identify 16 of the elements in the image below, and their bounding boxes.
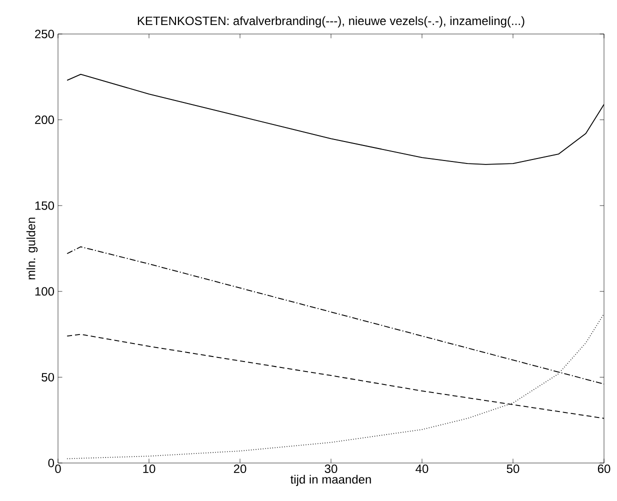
x-tick-label: 40 xyxy=(416,464,428,474)
x-tick-label: 60 xyxy=(598,464,610,474)
y-tick-label: 100 xyxy=(35,287,54,296)
y-tick-label: 0 xyxy=(48,458,54,468)
y-tick-label: 200 xyxy=(35,116,54,124)
x-axis-title: tijd in maanden xyxy=(290,474,371,486)
y-tick-label: 250 xyxy=(35,30,54,38)
x-tick-label: 20 xyxy=(234,464,246,474)
x-tick-label: 0 xyxy=(55,464,61,474)
y-tick-label: 150 xyxy=(35,201,54,210)
x-tick-label: 50 xyxy=(506,464,520,474)
x-tick-label: 10 xyxy=(143,464,156,474)
y-tick-label: 50 xyxy=(42,372,54,382)
chart-title: KETENKOSTEN: afvalverbranding(---), nieuwe vezels(-.-), inzameling(...) xyxy=(138,16,524,28)
y-axis-title: mln. gulden xyxy=(26,218,38,280)
x-tick-label: 30 xyxy=(324,464,338,474)
